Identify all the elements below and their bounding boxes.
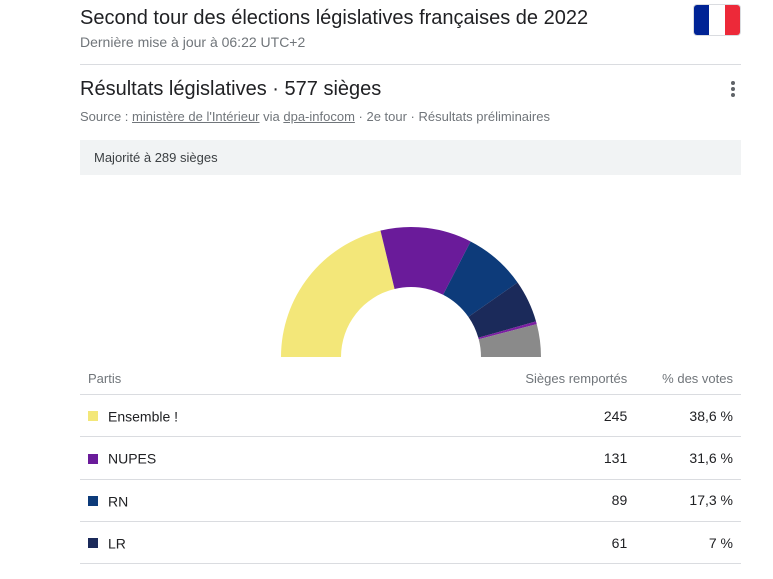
party-name: NUPES — [108, 451, 156, 467]
cell-pct: 7 % — [635, 521, 741, 563]
cell-party: NUPES — [80, 437, 516, 479]
last-update: Dernière mise à jour à 06:22 UTC+2 — [80, 34, 588, 50]
more-options-button[interactable] — [725, 75, 741, 103]
divider — [80, 64, 741, 65]
party-swatch — [88, 454, 98, 464]
cell-party: Ensemble ! — [80, 395, 516, 437]
col-header-pct: % des votes — [635, 363, 741, 395]
cell-seats: 131 — [516, 437, 635, 479]
results-title: Résultats législatives · 577 sièges — [80, 78, 381, 101]
header: Second tour des élections législatives f… — [80, 4, 741, 50]
results-table: Partis Sièges remportés % des votes Ense… — [80, 363, 741, 564]
page-title: Second tour des élections législatives f… — [80, 4, 588, 32]
cell-pct: 31,6 % — [635, 437, 741, 479]
cell-pct: 38,6 % — [635, 395, 741, 437]
party-name: RN — [108, 493, 128, 509]
cell-seats: 61 — [516, 521, 635, 563]
table-row: RN 8917,3 % — [80, 479, 741, 521]
table-row: NUPES 13131,6 % — [80, 437, 741, 479]
majority-label: Majorité à 289 sièges — [94, 150, 218, 165]
flag-stripe-white — [709, 5, 724, 35]
source-via: via — [260, 109, 284, 124]
party-name: LR — [108, 535, 126, 551]
col-header-seats: Sièges remportés — [516, 363, 635, 395]
cell-seats: 245 — [516, 395, 635, 437]
party-name: Ensemble ! — [108, 408, 178, 424]
table-row: Ensemble ! 24538,6 % — [80, 395, 741, 437]
party-swatch — [88, 538, 98, 548]
flag-stripe-blue — [694, 5, 709, 35]
cell-seats: 89 — [516, 479, 635, 521]
kebab-icon — [731, 81, 735, 97]
col-header-party: Partis — [80, 363, 516, 395]
cell-party: LR — [80, 521, 516, 563]
subheader: Résultats législatives · 577 sièges — [80, 75, 741, 103]
majority-bar: Majorité à 289 sièges — [80, 140, 741, 175]
source-link-ministry[interactable]: ministère de l'Intérieur — [132, 109, 259, 124]
flag-stripe-red — [725, 5, 740, 35]
party-swatch — [88, 411, 98, 421]
parliament-chart — [80, 197, 741, 357]
cell-pct: 17,3 % — [635, 479, 741, 521]
chart-slice — [281, 231, 395, 357]
table-row: LR 617 % — [80, 521, 741, 563]
source-link-dpa[interactable]: dpa-infocom — [283, 109, 355, 124]
source-prefix: Source : — [80, 109, 132, 124]
half-donut-svg — [241, 197, 581, 357]
flag-france — [693, 4, 741, 36]
party-swatch — [88, 496, 98, 506]
source-suffix: · 2e tour · Résultats préliminaires — [355, 109, 550, 124]
source-line: Source : ministère de l'Intérieur via dp… — [80, 109, 741, 124]
cell-party: RN — [80, 479, 516, 521]
